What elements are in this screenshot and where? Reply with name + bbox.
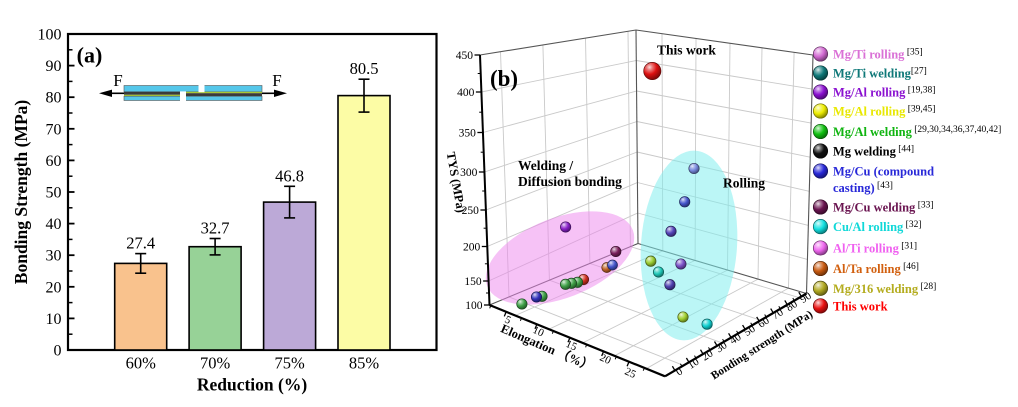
svg-text:250: 250 xyxy=(462,205,480,217)
svg-text:60: 60 xyxy=(46,153,62,170)
svg-text:Rolling: Rolling xyxy=(723,176,765,191)
svg-text:(b): (b) xyxy=(490,66,518,91)
svg-text:Reduction (%): Reduction (%) xyxy=(197,375,308,395)
svg-text:30: 30 xyxy=(46,248,62,265)
svg-text:Al/Ti rolling [31]: Al/Ti rolling [31] xyxy=(833,242,917,256)
svg-text:Cu/Al rolling [32]: Cu/Al rolling [32] xyxy=(833,220,921,234)
svg-text:20: 20 xyxy=(46,279,62,296)
svg-text:Welding /: Welding / xyxy=(518,158,573,173)
svg-text:80: 80 xyxy=(46,90,62,107)
svg-text:46.8: 46.8 xyxy=(275,166,304,185)
svg-text:27.4: 27.4 xyxy=(126,234,155,253)
svg-text:60%: 60% xyxy=(126,354,157,373)
svg-text:85%: 85% xyxy=(349,354,380,373)
svg-text:Mg welding [44]: Mg welding [44] xyxy=(833,145,914,159)
svg-text:150: 150 xyxy=(464,276,482,288)
svg-text:40: 40 xyxy=(46,216,62,233)
svg-text:75%: 75% xyxy=(274,354,305,373)
svg-text:F: F xyxy=(272,71,281,90)
svg-text:0: 0 xyxy=(54,343,62,360)
svg-text:200: 200 xyxy=(463,242,481,254)
svg-text:50: 50 xyxy=(46,185,62,202)
svg-text:0: 0 xyxy=(674,365,686,378)
svg-text:Al/Ta rolling [46]: Al/Ta rolling [46] xyxy=(833,262,919,276)
svg-text:400: 400 xyxy=(457,87,475,99)
svg-text:5: 5 xyxy=(503,314,513,327)
svg-text:100: 100 xyxy=(38,27,62,44)
svg-text:10: 10 xyxy=(46,311,62,328)
svg-text:32.7: 32.7 xyxy=(201,219,230,238)
svg-text:25: 25 xyxy=(623,366,638,382)
svg-text:Mg/Ti welding[27]: Mg/Ti welding[27] xyxy=(833,67,927,81)
svg-text:450: 450 xyxy=(456,50,474,62)
svg-text:20: 20 xyxy=(598,352,613,368)
svg-text:Mg/Cu (compound: Mg/Cu (compound xyxy=(833,165,934,179)
svg-text:100: 100 xyxy=(465,300,483,312)
svg-text:80.5: 80.5 xyxy=(350,59,379,78)
svg-text:Mg/Cu welding [33]: Mg/Cu welding [33] xyxy=(833,201,934,215)
svg-text:90: 90 xyxy=(46,58,62,75)
svg-text:350: 350 xyxy=(459,128,477,140)
svg-text:Diffusion bonding: Diffusion bonding xyxy=(518,174,622,189)
svg-text:This work: This work xyxy=(833,299,888,313)
svg-text:This work: This work xyxy=(657,43,716,58)
svg-text:15: 15 xyxy=(564,338,579,354)
svg-text:Mg/Ti rolling [35]: Mg/Ti rolling [35] xyxy=(833,48,923,62)
svg-text:Mg/316 welding [28]: Mg/316 welding [28] xyxy=(833,282,936,296)
svg-text:Bonding Strength (MPa): Bonding Strength (MPa) xyxy=(11,100,31,285)
svg-text:F: F xyxy=(113,71,122,90)
svg-text:70: 70 xyxy=(46,121,62,138)
svg-text:70%: 70% xyxy=(200,354,231,373)
svg-text:(a): (a) xyxy=(77,43,103,68)
svg-text:300: 300 xyxy=(460,167,478,179)
svg-text:10: 10 xyxy=(531,324,546,340)
